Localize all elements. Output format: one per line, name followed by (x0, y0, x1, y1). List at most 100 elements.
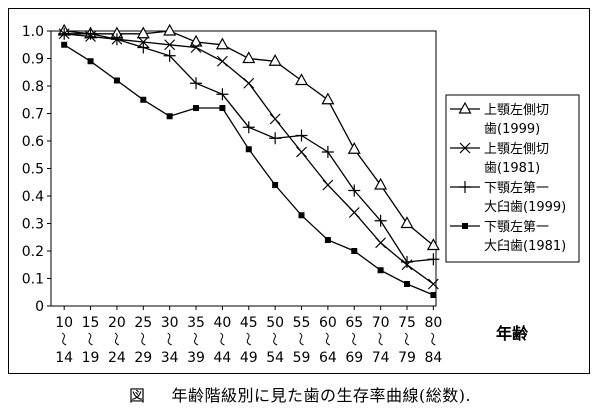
x-range-wave (431, 332, 436, 346)
legend-marker (459, 142, 471, 154)
series-2-point (243, 77, 255, 89)
series-3-point (58, 27, 71, 40)
series-3-point (400, 256, 413, 268)
series-4-point (140, 96, 147, 103)
legend-label-line2: 歯(1999) (484, 122, 540, 137)
series-4-point (193, 105, 200, 111)
x-tick-label-end: 24 (108, 350, 126, 366)
series-3-point (242, 121, 255, 134)
series-3-point (110, 33, 123, 46)
x-tick-label-start: 30 (161, 315, 179, 331)
x-tick-label-start: 45 (240, 315, 258, 331)
legend-label-line1: 下顎左第一 (484, 220, 549, 235)
series-2-point (164, 39, 176, 51)
series-1-point (321, 92, 335, 105)
x-range-wave (378, 332, 383, 346)
x-tick-label-start: 75 (398, 315, 416, 331)
figure-caption: 図 年齢階級別に見た歯の生存率曲線(総数). (0, 382, 600, 406)
y-tick-label: 0.8 (22, 79, 44, 95)
series-3-point (216, 88, 229, 101)
series-1-point (163, 23, 177, 36)
y-tick-label: 0.4 (22, 189, 44, 205)
legend-label-line2: 大臼歯(1981) (484, 239, 566, 254)
x-tick-label-start: 60 (319, 315, 337, 331)
x-tick-label-start: 15 (82, 315, 100, 331)
legend-label-line2: 大臼歯(1999) (484, 200, 566, 215)
x-tick-label-end: 84 (424, 350, 442, 366)
x-range-wave (351, 332, 357, 346)
survival-chart: 0 0.1 0.2 0.3 0.4 0.5 0.6 0.7 0.8 0.9 1.0 10 14 15 19 2… (22, 23, 580, 366)
series-3-point (269, 132, 282, 145)
y-tick-label: 0.1 (22, 272, 44, 288)
series-2-point (322, 179, 334, 191)
x-tick-label-start: 10 (55, 315, 73, 331)
x-tick-label-end: 19 (82, 350, 100, 366)
x-range-wave (61, 332, 67, 346)
series-line-1 (64, 30, 434, 246)
x-tick-label-end: 29 (134, 350, 152, 366)
series-1-point (268, 54, 282, 66)
series-3-point (321, 146, 334, 158)
x-tick-label-end: 79 (398, 350, 416, 366)
x-tick-label-end: 54 (266, 350, 284, 366)
x-range-wave (272, 332, 278, 346)
x-tick-label-start: 40 (213, 315, 231, 331)
x-tick-label-start: 25 (134, 315, 152, 331)
series-4-point (166, 113, 173, 120)
series-3-point (163, 49, 176, 62)
x-tick-label-start: 70 (372, 315, 390, 331)
y-tick-label: 1.0 (22, 24, 44, 40)
series-4-point (403, 281, 410, 287)
legend (445, 94, 580, 263)
x-range-wave (140, 332, 146, 346)
series-4-point (113, 77, 120, 84)
series-4-point (61, 41, 68, 48)
series-3-point (295, 129, 308, 142)
x-tick-label-end: 74 (372, 350, 390, 366)
series-2-point (348, 207, 360, 218)
y-tick-label: 0.2 (22, 244, 44, 260)
legend-label-line1: 上顎左側切 (484, 103, 549, 118)
caption-text: 年齢階級別に見た歯の生存率曲線(総数). (171, 386, 472, 405)
series-3-point (374, 214, 387, 227)
series-1-point (242, 51, 256, 64)
series-2-point (269, 113, 281, 125)
series-4-point (219, 105, 226, 111)
series-3-point (84, 27, 97, 40)
y-tick-label: 0 (35, 299, 44, 315)
x-tick-label-end: 39 (187, 350, 205, 366)
series-4-point (351, 248, 358, 254)
x-tick-label-end: 44 (213, 350, 231, 366)
x-tick-label-start: 50 (266, 315, 284, 331)
series-4-point (87, 58, 94, 65)
y-tick-label: 0.9 (22, 52, 44, 68)
x-range-wave (325, 332, 331, 346)
x-range-wave (404, 332, 410, 346)
y-tick-label: 0.7 (22, 107, 44, 123)
series-2-point (375, 237, 387, 249)
series-4-point (245, 146, 252, 153)
legend-label-line1: 下顎左第一 (484, 181, 549, 196)
x-axis-title: 年齢 (496, 324, 529, 343)
series-1-point (294, 73, 309, 86)
series-2-point (190, 42, 202, 53)
series-4-point (298, 212, 305, 219)
x-tick-label-start: 20 (108, 315, 126, 331)
series-4-point (430, 292, 437, 298)
series-3-point (427, 253, 440, 266)
legend-marker (462, 223, 468, 229)
plot-area (50, 30, 437, 307)
series-3-point (348, 184, 361, 197)
x-range-wave (299, 332, 304, 346)
legend-marker (459, 181, 471, 193)
x-range-wave (88, 332, 93, 346)
series-1-point (374, 177, 388, 190)
series-2-point (427, 278, 439, 290)
series-4-point (272, 182, 279, 188)
x-tick-label-end: 69 (345, 350, 363, 366)
x-range-wave (246, 332, 252, 346)
legend-label-line2: 歯(1981) (484, 161, 540, 176)
series-3-point (137, 41, 150, 54)
x-tick-label-end: 59 (293, 350, 311, 366)
series-2-point (216, 55, 228, 67)
